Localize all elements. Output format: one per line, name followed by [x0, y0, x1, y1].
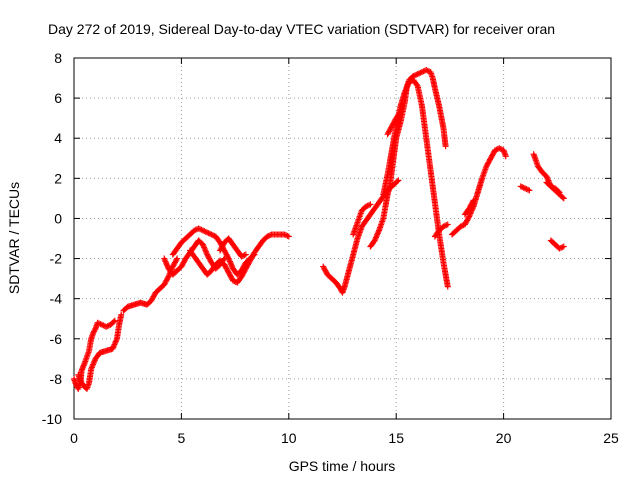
data-point: [413, 81, 420, 88]
data-point: [91, 327, 98, 334]
y-tick-label: 0: [54, 210, 62, 226]
data-point: [110, 318, 117, 325]
data-point: [465, 214, 472, 221]
y-tick-label: -2: [50, 251, 63, 267]
data-point: [424, 67, 431, 74]
data-point: [118, 311, 125, 318]
data-point: [556, 189, 563, 196]
data-point: [396, 110, 403, 117]
y-tick-label: -6: [50, 331, 63, 347]
x-tick-label: 25: [603, 430, 619, 446]
data-point: [282, 232, 289, 239]
y-tick-label: 2: [54, 170, 62, 186]
y-tick-label: 6: [54, 90, 62, 106]
data-point: [470, 197, 477, 204]
data-points: [71, 67, 567, 392]
data-point: [284, 232, 291, 239]
y-tick-label: 8: [54, 50, 62, 66]
data-point: [224, 254, 231, 261]
y-tick-label: -8: [50, 371, 63, 387]
data-point: [559, 194, 566, 201]
grid-lines: [74, 58, 611, 419]
data-point: [173, 256, 180, 263]
x-tick-label: 10: [281, 430, 297, 446]
data-point: [444, 283, 451, 290]
data-point: [285, 233, 292, 240]
y-tick-label: -4: [50, 291, 63, 307]
data-point: [444, 221, 451, 228]
data-point: [526, 187, 533, 194]
data-point: [555, 188, 562, 195]
data-point: [242, 251, 249, 258]
data-point: [111, 317, 118, 324]
x-tick-label: 15: [388, 430, 404, 446]
data-point: [395, 177, 402, 184]
data-point: [367, 201, 374, 208]
data-point: [442, 143, 449, 150]
axis-ticks: [73, 57, 612, 420]
x-tick-label: 20: [496, 430, 512, 446]
x-axis-label: GPS time / hours: [289, 458, 396, 474]
x-tick-label: 0: [70, 430, 78, 446]
x-tick-label: 5: [178, 430, 186, 446]
data-point: [397, 109, 404, 116]
y-tick-labels: -10 -8 -6 -4 -2 0 2 4 6 8: [42, 50, 62, 427]
y-tick-label: -10: [42, 411, 62, 427]
data-point: [241, 252, 248, 259]
x-tick-labels: 0 5 10 15 20 25: [70, 430, 619, 446]
y-axis-label: SDTVAR / TECUs: [6, 182, 22, 294]
data-point: [559, 244, 566, 251]
data-point: [394, 178, 401, 185]
data-point: [560, 195, 567, 202]
data-point: [502, 153, 509, 160]
chart-title: Day 272 of 2019, Sidereal Day-to-day VTE…: [48, 21, 555, 37]
data-point: [174, 255, 181, 262]
plot-frame: [73, 57, 612, 420]
data-point: [560, 243, 567, 250]
y-tick-label: 4: [54, 130, 62, 146]
data-point: [497, 145, 504, 152]
data-point: [164, 274, 171, 281]
data-point: [469, 198, 476, 205]
